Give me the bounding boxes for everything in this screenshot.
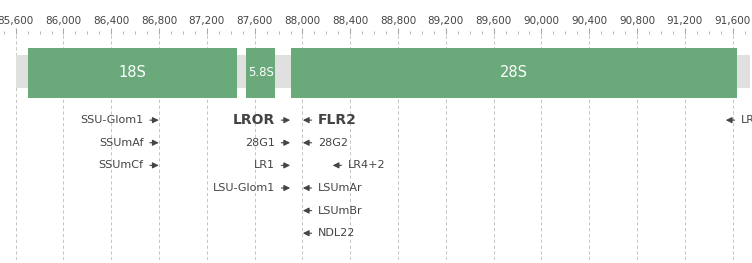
Text: LSU-Glom1: LSU-Glom1 bbox=[213, 183, 275, 193]
Text: 18S: 18S bbox=[118, 65, 146, 80]
Text: LR4+2: LR4+2 bbox=[348, 160, 386, 170]
Bar bbox=[247, 48, 275, 98]
Text: LR12R: LR12R bbox=[741, 115, 752, 125]
Bar bbox=[16, 54, 750, 88]
Text: LR1: LR1 bbox=[254, 160, 275, 170]
Text: LSUmBr: LSUmBr bbox=[318, 206, 362, 216]
Text: SSU-Glom1: SSU-Glom1 bbox=[80, 115, 144, 125]
Text: LSUmAr: LSUmAr bbox=[318, 183, 362, 193]
Bar bbox=[290, 48, 738, 98]
Text: SSUmAf: SSUmAf bbox=[99, 138, 144, 148]
Text: 28G1: 28G1 bbox=[245, 138, 275, 148]
Text: NDL22: NDL22 bbox=[318, 228, 356, 238]
Text: 28S: 28S bbox=[500, 65, 528, 80]
Text: LROR: LROR bbox=[232, 113, 275, 127]
Text: 5.8S: 5.8S bbox=[247, 66, 274, 79]
Text: SSUmCf: SSUmCf bbox=[99, 160, 144, 170]
Text: 28G2: 28G2 bbox=[318, 138, 348, 148]
Bar bbox=[28, 48, 237, 98]
Text: FLR2: FLR2 bbox=[318, 113, 357, 127]
